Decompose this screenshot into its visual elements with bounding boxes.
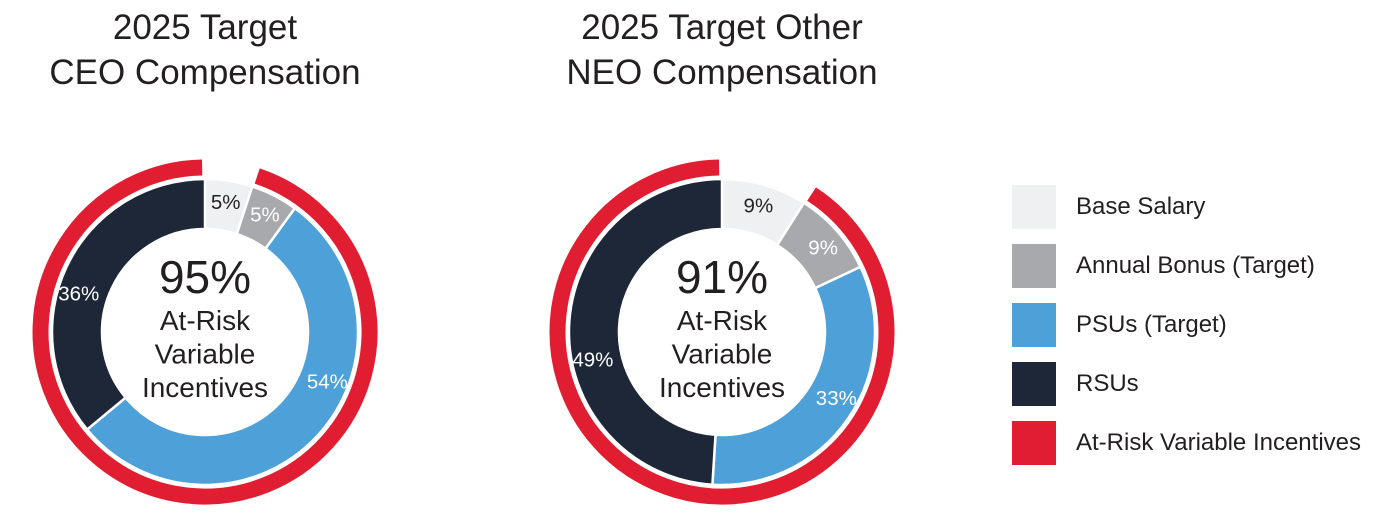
legend-item-base-salary: Base Salary [1012, 185, 1372, 229]
legend-label-annual-bonus: Annual Bonus (Target) [1076, 252, 1315, 279]
center-line-incentives: Incentives [142, 372, 268, 403]
center-line-at-risk: At-Risk [160, 305, 251, 336]
segment-psus-target [711, 265, 877, 487]
segment-value-rsus: 36% [58, 283, 99, 306]
segment-value-rsus: 49% [572, 349, 613, 372]
at-risk-ring [32, 159, 378, 505]
segment-psus-target [85, 206, 360, 487]
legend-swatch-at-risk [1012, 421, 1056, 465]
segment-rsus [567, 177, 724, 486]
segment-value-base-salary: 9% [744, 194, 774, 217]
chart-title-neo-line2: NEO Compensation [566, 53, 878, 92]
segment-value-annual-bonus-target: 5% [250, 204, 280, 227]
center-line-variable: Variable [672, 339, 773, 370]
legend-label-at-risk: At-Risk Variable Incentives [1076, 429, 1361, 456]
legend-swatch-base-salary [1012, 185, 1056, 229]
legend-swatch-rsus [1012, 362, 1056, 406]
legend: Base Salary Annual Bonus (Target) PSUs (… [1012, 185, 1372, 480]
segment-value-psus-target: 54% [307, 371, 348, 394]
segment-value-psus-target: 33% [816, 387, 857, 410]
center-value: 91% [676, 251, 768, 303]
legend-item-at-risk: At-Risk Variable Incentives [1012, 421, 1372, 465]
chart-title-ceo-line1: 2025 Target [112, 8, 298, 47]
legend-item-rsus: RSUs [1012, 362, 1372, 406]
legend-item-annual-bonus: Annual Bonus (Target) [1012, 244, 1372, 288]
legend-swatch-annual-bonus [1012, 244, 1056, 288]
center-value: 95% [159, 251, 251, 303]
segment-value-base-salary: 5% [211, 191, 241, 214]
chart-title-neo-line1: 2025 Target Other [581, 8, 863, 47]
segment-value-annual-bonus-target: 9% [808, 236, 838, 259]
at-risk-ring [549, 159, 895, 505]
chart-title-ceo-line2: CEO Compensation [49, 53, 361, 92]
legend-label-psus: PSUs (Target) [1076, 311, 1227, 338]
segment-rsus [50, 177, 207, 431]
legend-label-base-salary: Base Salary [1076, 193, 1206, 220]
legend-item-psus: PSUs (Target) [1012, 303, 1372, 347]
center-line-variable: Variable [155, 339, 256, 370]
legend-label-rsus: RSUs [1076, 370, 1139, 397]
legend-swatch-psus [1012, 303, 1056, 347]
center-line-incentives: Incentives [659, 372, 785, 403]
center-line-at-risk: At-Risk [677, 305, 768, 336]
chart-title-neo: 2025 Target Other NEO Compensation [522, 5, 922, 95]
chart-title-ceo: 2025 Target CEO Compensation [5, 5, 405, 95]
